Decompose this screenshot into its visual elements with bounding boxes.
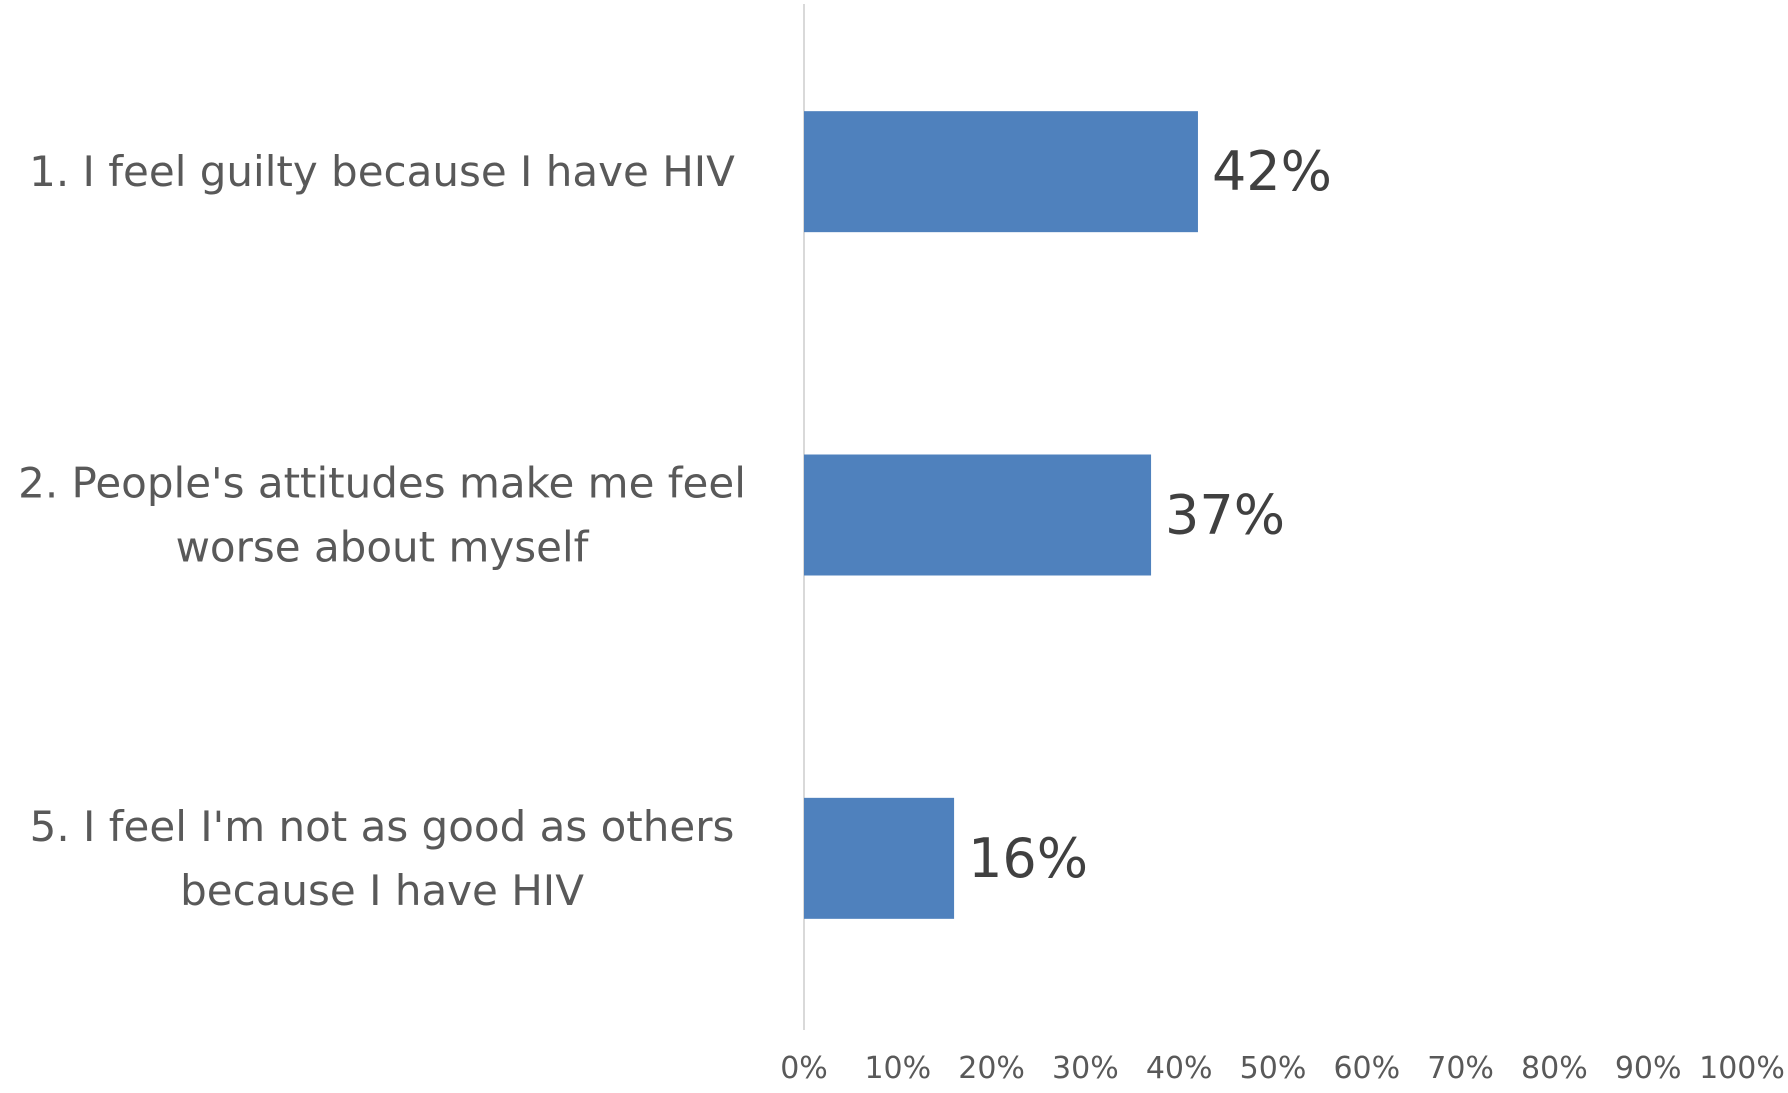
bar-2 [804,454,1152,576]
category-label-2-line-1: 2. People's attitudes make me feel [18,459,746,508]
category-label-3: 5. I feel I'm not as good as others becau… [30,802,735,915]
bar-3 [804,797,955,919]
data-label-3: 16% [968,827,1088,890]
data-label-1: 42% [1212,140,1332,203]
category-labels-group: 1. I feel guilty because I have HIV 2. Pe… [18,147,746,915]
x-tick-label-70: 70% [1427,1051,1494,1086]
x-tick-label-20: 20% [958,1051,1025,1086]
x-tick-label-0: 0% [780,1051,828,1086]
x-tick-label-40: 40% [1146,1051,1213,1086]
x-tick-label-50: 50% [1240,1051,1307,1086]
x-tick-label-30: 30% [1052,1051,1119,1086]
data-label-2: 37% [1165,484,1285,547]
x-tick-label-90: 90% [1615,1051,1682,1086]
category-label-3-line-1: 5. I feel I'm not as good as others [30,802,735,851]
x-tick-label-60: 60% [1333,1051,1400,1086]
x-tick-label-80: 80% [1521,1051,1588,1086]
x-tick-labels-group: 0% 10% 20% 30% 40% 50% 60% 70% 80% 90% 100% [780,1051,1785,1086]
data-labels-group: 42% 37% 16% [968,140,1332,890]
bar-1 [804,111,1198,233]
x-tick-label-100: 100% [1699,1051,1785,1086]
category-label-1: 1. I feel guilty because I have HIV [29,147,735,196]
category-label-1-line-1: 1. I feel guilty because I have HIV [29,147,735,196]
category-label-2-line-2: worse about myself [176,523,590,572]
category-label-2: 2. People's attitudes make me feel worse … [18,459,746,572]
category-label-3-line-2: because I have HIV [180,866,584,915]
x-tick-label-10: 10% [864,1051,931,1086]
bars-group [804,111,1198,919]
